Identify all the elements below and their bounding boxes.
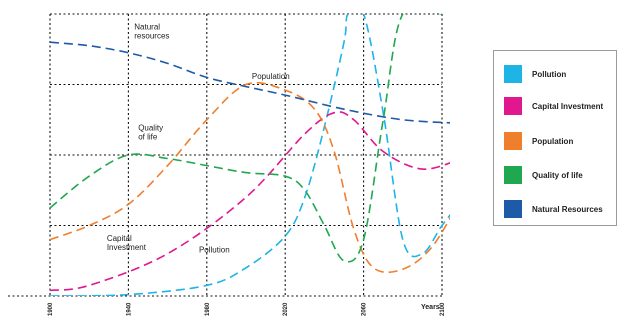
- chart-annotation: Population: [252, 72, 290, 81]
- chart-annotation-line: Capital: [107, 234, 132, 243]
- legend-label-quality-of-life: Quality of life: [532, 170, 583, 180]
- legend-item-quality-of-life: Quality of life: [504, 165, 583, 185]
- chart-annotation: Quality of life: [138, 123, 163, 141]
- chart-annotation-line: Natural: [134, 23, 160, 32]
- x-tick-label: 2020: [283, 302, 289, 316]
- legend: Pollution Capital Investment Population …: [493, 50, 617, 226]
- chart-annotation-line: Quality: [138, 123, 163, 132]
- x-tick-label: 1940: [126, 302, 132, 316]
- x-axis-unit-label: Years: [421, 304, 440, 311]
- series-group: [49, 14, 450, 296]
- legend-label-capital-investment: Capital Investment: [532, 101, 604, 111]
- chart-annotation-line: resources: [134, 32, 169, 41]
- x-tick-label: 1980: [205, 302, 211, 316]
- legend-item-pollution: Pollution: [504, 64, 566, 84]
- x-tick-label: 1900: [48, 302, 54, 316]
- chart-annotation-line: Investment: [107, 243, 147, 252]
- legend-swatch-capital-investment: [504, 97, 522, 115]
- chart-annotation-line: of life: [138, 132, 158, 141]
- chart-annotation-line: Pollution: [199, 245, 230, 254]
- annotations: Natural resources Population Quality of life…: [107, 23, 290, 255]
- series-line-pollution: [49, 14, 450, 296]
- series-line-natural-resources: [49, 41, 450, 124]
- legend-item-population: Population: [504, 131, 573, 151]
- series-line-capital-investment: [49, 111, 450, 292]
- legend-swatch-quality-of-life: [504, 166, 522, 184]
- legend-item-natural-resources: Natural Resources: [504, 199, 603, 219]
- legend-label-population: Population: [532, 136, 574, 146]
- legend-label-pollution: Pollution: [532, 69, 567, 79]
- legend-swatch-natural-resources: [504, 200, 522, 218]
- series-line-quality-of-life: [49, 14, 442, 263]
- legend-swatch-pollution: [504, 65, 522, 83]
- chart-annotation: Natural resources: [134, 23, 169, 41]
- legend-label-natural-resources: Natural Resources: [532, 204, 603, 214]
- legend-item-capital-investment: Capital Investment: [504, 96, 603, 116]
- x-tick-label: 2060: [362, 302, 368, 316]
- x-tick-label: 2100: [440, 302, 446, 316]
- legend-swatch-population: [504, 132, 522, 150]
- chart-annotation: Capital Investment: [107, 234, 147, 252]
- chart-annotation-line: Population: [252, 72, 290, 81]
- chart-annotation: Pollution: [199, 245, 230, 254]
